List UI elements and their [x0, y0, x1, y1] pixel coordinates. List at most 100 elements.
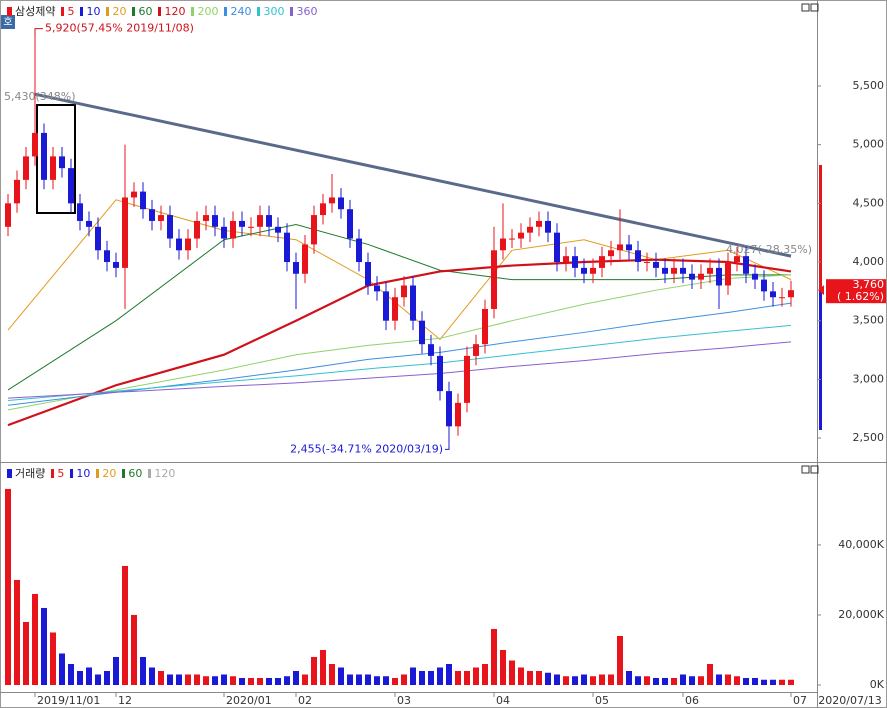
volume-bar	[401, 674, 407, 685]
legend-label: 360	[296, 4, 318, 18]
volume-bar	[59, 653, 65, 685]
candle-body	[32, 132, 38, 157]
x-tick-label: 07	[793, 694, 807, 707]
volume-bar	[23, 621, 29, 685]
legend-swatch	[70, 468, 74, 478]
volume-bar	[338, 667, 344, 685]
volume-bar	[5, 488, 11, 685]
volume-bar	[221, 674, 227, 685]
candle-body	[356, 238, 362, 263]
candle-body	[725, 262, 731, 286]
candle-body	[500, 238, 506, 251]
volume-bar	[788, 679, 794, 685]
menu-button-label[interactable]: 호	[3, 16, 12, 28]
volume-bar	[653, 677, 659, 685]
candle-body	[464, 355, 470, 403]
trendline-label: 4,027(-28.35%)	[726, 243, 812, 256]
candle-body	[212, 215, 218, 227]
volume-bar	[698, 676, 704, 685]
volume-bar	[509, 660, 515, 685]
candle-body	[59, 156, 65, 169]
legend-swatch	[80, 6, 84, 16]
window-button[interactable]	[810, 465, 819, 474]
volume-bar	[293, 670, 299, 685]
volume-legend: 거래량 5 10 20 60 120	[4, 465, 175, 481]
volume-bar	[329, 663, 335, 685]
candle-body	[680, 267, 686, 274]
volume-bar	[149, 667, 155, 685]
volume-bar	[104, 670, 110, 685]
candle-body	[527, 226, 533, 233]
legend-swatch	[158, 6, 162, 16]
candle-body	[383, 291, 389, 321]
y-tick-label: 5,500	[853, 79, 885, 92]
candle-body	[536, 220, 542, 227]
volume-bar	[617, 635, 623, 685]
y-tick-label: 5,000	[853, 138, 885, 151]
candle-body	[689, 273, 695, 280]
legend-swatch	[224, 6, 228, 16]
candle-body	[329, 197, 335, 204]
trendline	[34, 92, 792, 258]
legend-label: 10	[76, 466, 91, 480]
legend-swatch	[51, 468, 55, 478]
candle-body	[104, 250, 110, 263]
annotation: 5,920(57.45% 2019/11/08)	[45, 22, 194, 35]
volume-bar	[410, 667, 416, 685]
volume-bar	[140, 656, 146, 685]
volume-bar	[545, 672, 551, 685]
legend-label: 200	[197, 4, 219, 18]
annotation-leader	[445, 443, 450, 450]
candle-body	[518, 232, 524, 239]
candle-body	[770, 291, 776, 298]
candle-body	[95, 226, 101, 251]
candle-body	[698, 273, 704, 280]
volume-bar	[113, 656, 119, 685]
candle-body	[455, 402, 461, 427]
legend-swatch	[148, 468, 152, 478]
volume-bar	[599, 674, 605, 685]
legend-swatch	[191, 6, 195, 16]
menu-button[interactable]	[1, 15, 15, 29]
candle-body	[158, 215, 164, 221]
legend-label: 5	[67, 4, 75, 18]
volume-bar	[473, 667, 479, 685]
window-button[interactable]	[810, 3, 819, 12]
volume-bar	[446, 663, 452, 685]
volume-bar	[77, 670, 83, 685]
candle-body	[23, 156, 29, 180]
candle-body	[140, 191, 146, 210]
candle-body	[626, 244, 632, 251]
volume-bar	[158, 670, 164, 685]
candle-body	[320, 203, 326, 216]
volume-bar	[419, 670, 425, 685]
legend-swatch	[106, 6, 110, 16]
volume-bar	[779, 679, 785, 685]
volume-bar	[572, 676, 578, 685]
volume-bar	[437, 667, 443, 685]
x-tick-label: 2019/11/01	[37, 694, 100, 707]
y-tick-label: 3,000	[853, 372, 885, 385]
window-button[interactable]	[801, 465, 810, 474]
candle-body	[149, 209, 155, 221]
volume-bar	[707, 663, 713, 685]
candle-body	[131, 191, 137, 198]
volume-bar	[491, 628, 497, 685]
legend-label: 20	[112, 4, 127, 18]
highlight-box	[36, 104, 76, 214]
volume-bar	[770, 679, 776, 685]
legend-label: 60	[138, 4, 153, 18]
window-button[interactable]	[801, 3, 810, 12]
legend-label: 20	[102, 466, 117, 480]
candle-body	[5, 203, 11, 227]
candle-body	[221, 226, 227, 239]
annotation-leader	[34, 28, 43, 37]
volume-bar	[311, 656, 317, 685]
volume-bar	[455, 670, 461, 685]
legend-label: 60	[128, 466, 143, 480]
volume-bar	[203, 676, 209, 685]
volume-bar	[590, 676, 596, 685]
candle-body	[599, 256, 605, 268]
volume-bar	[761, 679, 767, 685]
volume-bar	[356, 674, 362, 685]
